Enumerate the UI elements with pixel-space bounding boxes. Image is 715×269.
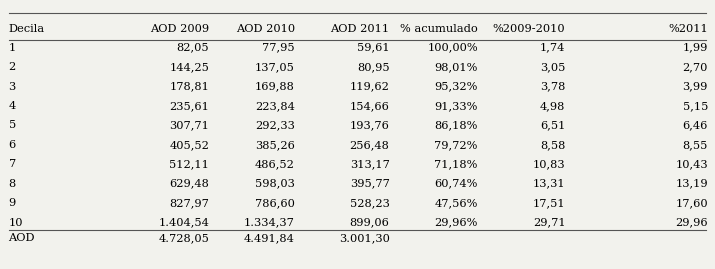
Text: 3: 3	[9, 82, 16, 91]
Text: 5: 5	[9, 121, 16, 130]
Text: % acumulado: % acumulado	[400, 24, 478, 34]
Text: 598,03: 598,03	[255, 179, 295, 189]
Text: 17,51: 17,51	[533, 198, 566, 208]
Text: 486,52: 486,52	[255, 159, 295, 169]
Text: 9: 9	[9, 198, 16, 208]
Text: 307,71: 307,71	[169, 121, 209, 130]
Text: 137,05: 137,05	[255, 62, 295, 72]
Text: 47,56%: 47,56%	[435, 198, 478, 208]
Text: 6,46: 6,46	[683, 121, 708, 130]
Text: 80,95: 80,95	[357, 62, 390, 72]
Text: 144,25: 144,25	[169, 62, 209, 72]
Text: 8,55: 8,55	[683, 140, 708, 150]
Text: 154,66: 154,66	[350, 101, 390, 111]
Text: 29,96: 29,96	[675, 218, 708, 228]
Text: 3,78: 3,78	[540, 82, 566, 91]
Text: 4.491,84: 4.491,84	[244, 233, 295, 243]
Text: 223,84: 223,84	[255, 101, 295, 111]
Text: 1.334,37: 1.334,37	[244, 218, 295, 228]
Text: 235,61: 235,61	[169, 101, 209, 111]
Text: 82,05: 82,05	[177, 43, 209, 53]
Text: 95,32%: 95,32%	[435, 82, 478, 91]
Text: 91,33%: 91,33%	[435, 101, 478, 111]
Text: 3,05: 3,05	[540, 62, 566, 72]
Text: 395,77: 395,77	[350, 179, 390, 189]
Text: 4.728,05: 4.728,05	[159, 233, 209, 243]
Text: %2009-2010: %2009-2010	[493, 24, 566, 34]
Text: 1.404,54: 1.404,54	[159, 218, 209, 228]
Text: 60,74%: 60,74%	[435, 179, 478, 189]
Text: AOD: AOD	[9, 233, 35, 243]
Text: 6: 6	[9, 140, 16, 150]
Text: 7: 7	[9, 159, 16, 169]
Text: 512,11: 512,11	[169, 159, 209, 169]
Text: 1: 1	[9, 43, 16, 53]
Text: AOD 2011: AOD 2011	[330, 24, 390, 34]
Text: 10,83: 10,83	[533, 159, 566, 169]
Text: 98,01%: 98,01%	[435, 62, 478, 72]
Text: AOD 2010: AOD 2010	[236, 24, 295, 34]
Text: 100,00%: 100,00%	[428, 43, 478, 53]
Text: 2: 2	[9, 62, 16, 72]
Text: 79,72%: 79,72%	[435, 140, 478, 150]
Text: 29,71: 29,71	[533, 218, 566, 228]
Text: 292,33: 292,33	[255, 121, 295, 130]
Text: 71,18%: 71,18%	[435, 159, 478, 169]
Text: 528,23: 528,23	[350, 198, 390, 208]
Text: 405,52: 405,52	[169, 140, 209, 150]
Text: 3,99: 3,99	[683, 82, 708, 91]
Text: 899,06: 899,06	[350, 218, 390, 228]
Text: 8,58: 8,58	[540, 140, 566, 150]
Text: 256,48: 256,48	[350, 140, 390, 150]
Text: 29,96%: 29,96%	[435, 218, 478, 228]
Text: 4: 4	[9, 101, 16, 111]
Text: 119,62: 119,62	[350, 82, 390, 91]
Text: AOD 2009: AOD 2009	[150, 24, 209, 34]
Text: 1,99: 1,99	[683, 43, 708, 53]
Text: 629,48: 629,48	[169, 179, 209, 189]
Text: 2,70: 2,70	[683, 62, 708, 72]
Text: 385,26: 385,26	[255, 140, 295, 150]
Text: 13,31: 13,31	[533, 179, 566, 189]
Text: 178,81: 178,81	[169, 82, 209, 91]
Text: 59,61: 59,61	[357, 43, 390, 53]
Text: 5,15: 5,15	[683, 101, 708, 111]
Text: 313,17: 313,17	[350, 159, 390, 169]
Text: 169,88: 169,88	[255, 82, 295, 91]
Text: 77,95: 77,95	[262, 43, 295, 53]
Text: 3.001,30: 3.001,30	[339, 233, 390, 243]
Text: 1,74: 1,74	[540, 43, 566, 53]
Text: Decila: Decila	[9, 24, 44, 34]
Text: 86,18%: 86,18%	[435, 121, 478, 130]
Text: 13,19: 13,19	[675, 179, 708, 189]
Text: 4,98: 4,98	[540, 101, 566, 111]
Text: 10: 10	[9, 218, 23, 228]
Text: 10,43: 10,43	[675, 159, 708, 169]
Text: 8: 8	[9, 179, 16, 189]
Text: 17,60: 17,60	[675, 198, 708, 208]
Text: 827,97: 827,97	[169, 198, 209, 208]
Text: 6,51: 6,51	[540, 121, 566, 130]
Text: 193,76: 193,76	[350, 121, 390, 130]
Text: %2011: %2011	[668, 24, 708, 34]
Text: 786,60: 786,60	[255, 198, 295, 208]
